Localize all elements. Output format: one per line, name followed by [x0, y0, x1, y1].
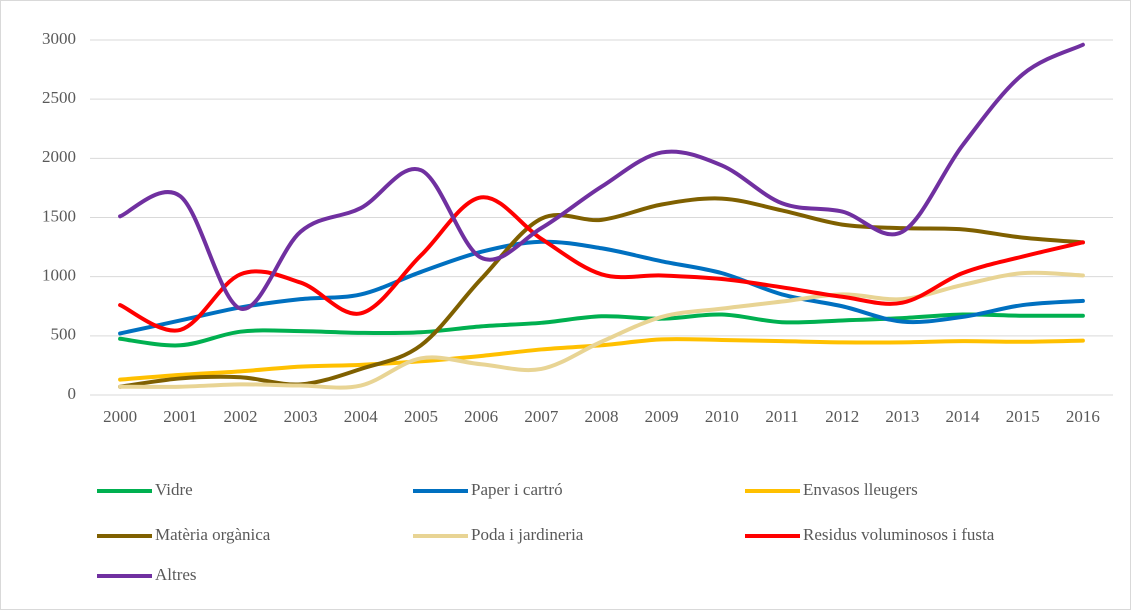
- x-tick-label: 2007: [524, 407, 559, 426]
- x-tick-label: 2002: [223, 407, 257, 426]
- x-tick-label: 2001: [163, 407, 197, 426]
- x-tick-label: 2010: [705, 407, 739, 426]
- series-line: [118, 312, 1085, 348]
- y-tick-label: 2500: [42, 88, 76, 107]
- x-tick-label: 2006: [464, 407, 498, 426]
- x-tick-label: 2015: [1006, 407, 1040, 426]
- x-tick-label: 2013: [885, 407, 919, 426]
- series-line: [118, 337, 1085, 382]
- series-line: [118, 239, 1085, 336]
- x-tick-label: 2012: [825, 407, 859, 426]
- x-tick-label: 2003: [284, 407, 318, 426]
- y-tick-label: 1500: [42, 206, 76, 225]
- legend-label: Vidre: [155, 480, 193, 499]
- x-tick-label: 2016: [1066, 407, 1100, 426]
- series-line: [118, 42, 1085, 311]
- legend-label: Altres: [155, 565, 197, 584]
- y-tick-label: 3000: [42, 29, 76, 48]
- legend-label: Matèria orgànica: [155, 525, 271, 544]
- x-tick-label: 2011: [765, 407, 798, 426]
- y-tick-label: 500: [51, 325, 77, 344]
- legend-label: Paper i cartró: [471, 480, 563, 499]
- x-tick-label: 2009: [645, 407, 679, 426]
- y-tick-label: 2000: [42, 147, 76, 166]
- x-tick-label: 2005: [404, 407, 438, 426]
- legend-label: Poda i jardineria: [471, 525, 584, 544]
- y-tick-label: 0: [68, 384, 77, 403]
- legend-label: Residus voluminosos i fusta: [803, 525, 995, 544]
- x-tick-label: 2014: [946, 407, 981, 426]
- x-tick-label: 2000: [103, 407, 137, 426]
- x-tick-label: 2008: [585, 407, 619, 426]
- y-tick-label: 1000: [42, 266, 76, 285]
- x-tick-label: 2004: [344, 407, 379, 426]
- legend-label: Envasos lleugers: [803, 480, 918, 499]
